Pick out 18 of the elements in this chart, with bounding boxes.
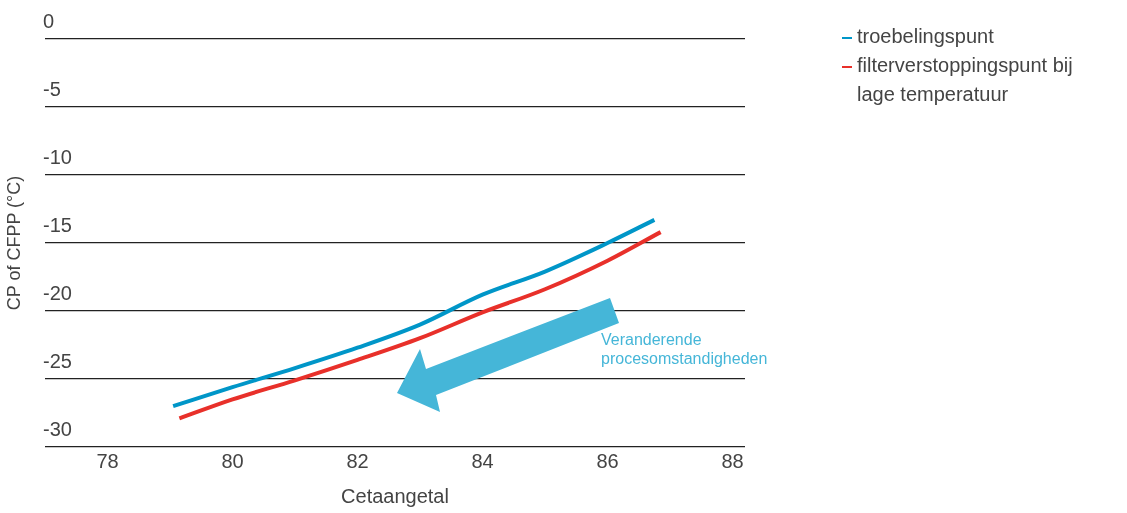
x-tick-label: 88: [721, 449, 744, 472]
y-tick-label: -15: [43, 213, 72, 236]
legend-label: filterverstoppingspunt bij lage temperatuur: [857, 53, 1074, 107]
x-tick-label: 78: [96, 449, 119, 472]
x-tick-label: 80: [221, 449, 244, 472]
y-tick-label: -30: [43, 417, 72, 440]
x-tick-label: 84: [471, 449, 494, 472]
y-tick-label: -20: [43, 281, 72, 304]
x-tick-label: 86: [596, 449, 619, 472]
x-tick-label: 82: [346, 449, 369, 472]
y-axis-title: CP of CFPP (°C): [3, 175, 24, 311]
y-tick-label: -10: [43, 145, 72, 168]
x-axis-title: Cetaangetal: [341, 484, 449, 507]
y-tick-label: -5: [43, 77, 61, 100]
y-tick-label: -25: [43, 349, 72, 372]
legend-label: troebelingspunt: [857, 24, 994, 49]
annotation: Veranderende procesomstandigheden: [601, 330, 769, 368]
y-tick-label: 0: [43, 9, 55, 32]
